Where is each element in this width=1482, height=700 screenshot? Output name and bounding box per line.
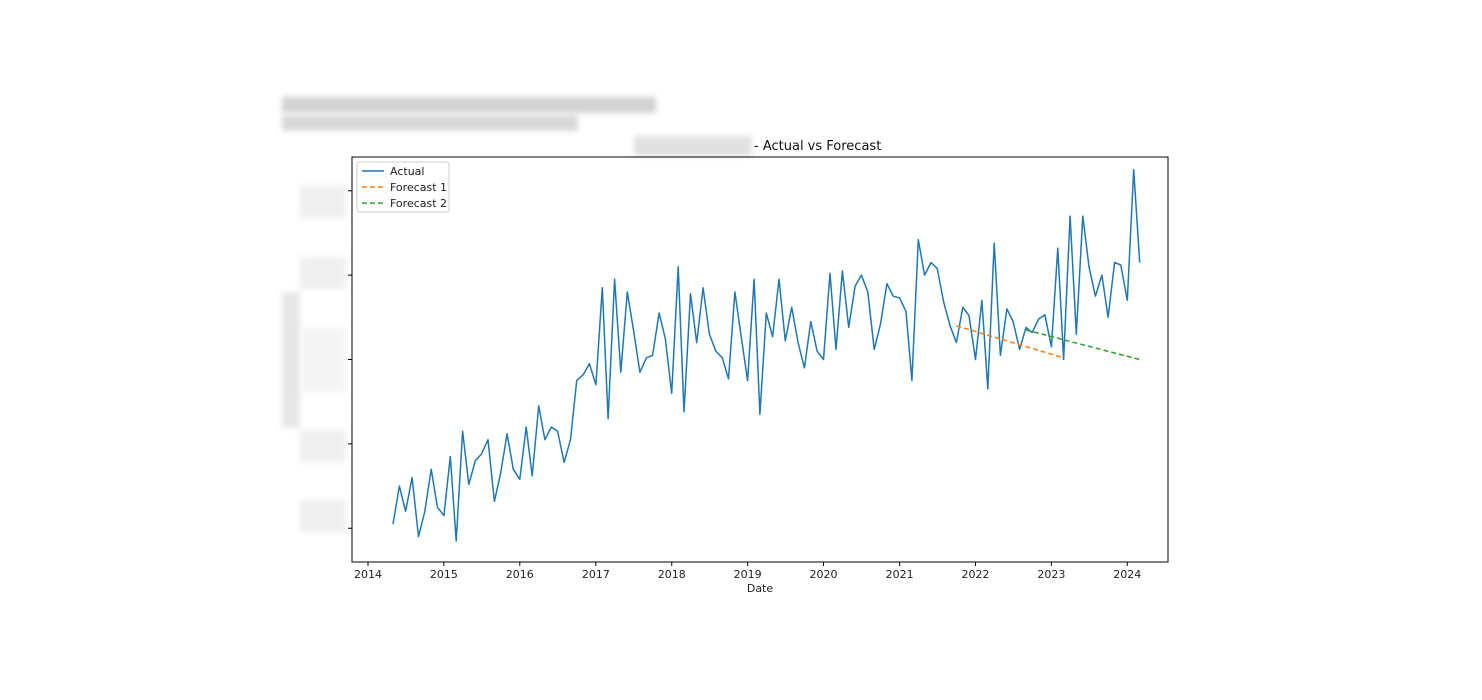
series-layer <box>392 168 1141 542</box>
chart-title: - Actual vs Forecast <box>754 139 881 154</box>
redacted-ytick-5 <box>300 500 346 532</box>
series-line-actual <box>392 168 1141 542</box>
x-tick-label-2020: 2020 <box>810 568 838 581</box>
redacted-title-prefix <box>634 136 752 156</box>
redacted-ytick-1 <box>300 186 346 218</box>
redacted-ytick-3 <box>300 328 346 392</box>
legend-label-forecast-1: Forecast 1 <box>390 181 447 194</box>
redacted-ytick-4 <box>300 430 346 462</box>
x-tick-label-2022: 2022 <box>961 568 989 581</box>
x-tick-label-2014: 2014 <box>354 568 382 581</box>
x-tick-label-2018: 2018 <box>658 568 686 581</box>
series-line-forecast-1 <box>956 325 1064 359</box>
legend-label-forecast-2: Forecast 2 <box>390 197 447 210</box>
redacted-ytick-2 <box>300 257 346 289</box>
legend-label-actual: Actual <box>390 165 424 178</box>
x-tick-label-2021: 2021 <box>886 568 914 581</box>
redacted-header-line-1 <box>282 97 656 113</box>
x-tick-label-2024: 2024 <box>1113 568 1141 581</box>
x-tick-label-2019: 2019 <box>734 568 762 581</box>
legend: Actual Forecast 1 Forecast 2 <box>356 161 450 213</box>
redacted-ylabel <box>282 292 300 428</box>
axes: 2014 2015 2016 2017 2018 2019 2020 2021 2022 2023… <box>348 190 1141 581</box>
x-axis-label: Date <box>747 582 774 595</box>
x-tick-label-2017: 2017 <box>582 568 610 581</box>
plot-frame <box>351 156 1169 563</box>
redacted-header-line-2 <box>282 115 578 131</box>
legend-box <box>356 161 450 213</box>
series-line-forecast-2 <box>1025 329 1140 361</box>
x-tick-label-2023: 2023 <box>1037 568 1065 581</box>
x-tick-label-2015: 2015 <box>430 568 458 581</box>
x-tick-label-2016: 2016 <box>506 568 534 581</box>
